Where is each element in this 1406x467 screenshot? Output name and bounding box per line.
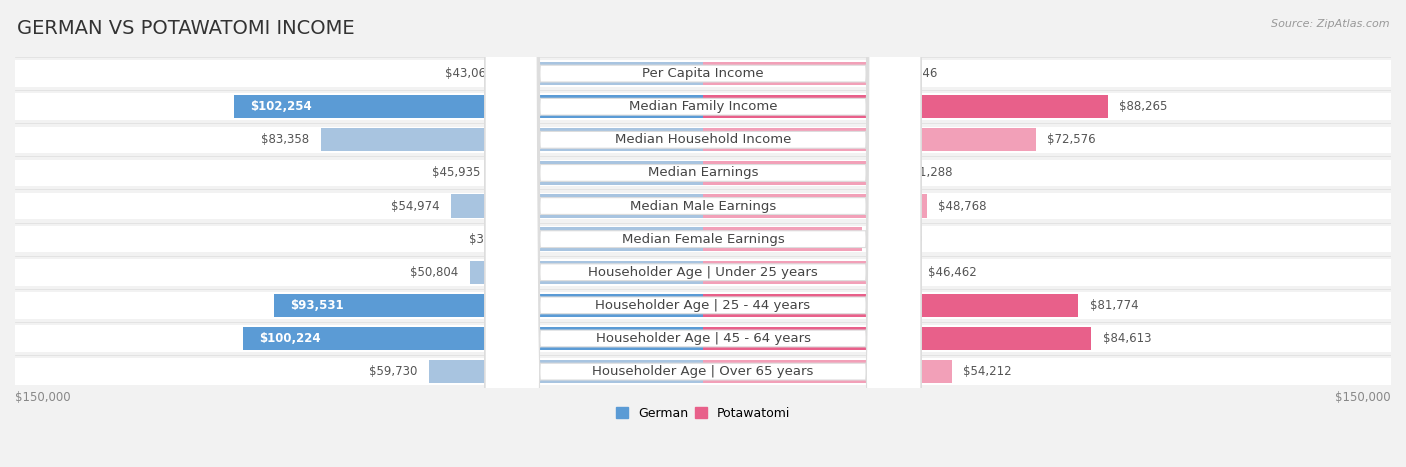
FancyBboxPatch shape [15, 160, 1391, 186]
FancyBboxPatch shape [703, 261, 917, 284]
FancyBboxPatch shape [485, 0, 921, 467]
FancyBboxPatch shape [15, 193, 1391, 219]
Text: Householder Age | Over 65 years: Householder Age | Over 65 years [592, 365, 814, 378]
FancyBboxPatch shape [492, 161, 703, 184]
FancyBboxPatch shape [485, 0, 921, 467]
FancyBboxPatch shape [485, 0, 921, 467]
FancyBboxPatch shape [15, 325, 1391, 352]
FancyBboxPatch shape [274, 294, 703, 317]
Text: $102,254: $102,254 [250, 100, 312, 113]
Text: $50,804: $50,804 [411, 266, 458, 279]
FancyBboxPatch shape [470, 261, 703, 284]
FancyBboxPatch shape [703, 95, 1108, 118]
Text: $43,067: $43,067 [446, 67, 494, 80]
Text: $37,986: $37,986 [468, 233, 517, 246]
Text: $84,613: $84,613 [1102, 332, 1152, 345]
FancyBboxPatch shape [703, 161, 893, 184]
FancyBboxPatch shape [703, 294, 1078, 317]
FancyBboxPatch shape [451, 194, 703, 218]
Text: $81,774: $81,774 [1090, 299, 1139, 312]
FancyBboxPatch shape [429, 360, 703, 383]
Text: $88,265: $88,265 [1119, 100, 1168, 113]
Text: $41,288: $41,288 [904, 166, 952, 179]
FancyBboxPatch shape [485, 0, 921, 467]
Text: $54,212: $54,212 [963, 365, 1012, 378]
FancyBboxPatch shape [703, 194, 927, 218]
FancyBboxPatch shape [243, 327, 703, 350]
Text: $45,935: $45,935 [433, 166, 481, 179]
FancyBboxPatch shape [703, 128, 1036, 151]
Text: $150,000: $150,000 [1336, 391, 1391, 404]
FancyBboxPatch shape [15, 93, 1391, 120]
Text: $48,768: $48,768 [938, 199, 987, 212]
FancyBboxPatch shape [703, 327, 1091, 350]
Legend: German, Potawatomi: German, Potawatomi [610, 402, 796, 425]
FancyBboxPatch shape [485, 0, 921, 467]
FancyBboxPatch shape [506, 62, 703, 85]
Text: $59,730: $59,730 [370, 365, 418, 378]
FancyBboxPatch shape [233, 95, 703, 118]
Text: Householder Age | 45 - 64 years: Householder Age | 45 - 64 years [596, 332, 810, 345]
FancyBboxPatch shape [15, 292, 1391, 318]
FancyBboxPatch shape [15, 259, 1391, 285]
Text: $34,739: $34,739 [873, 233, 922, 246]
Text: Median Household Income: Median Household Income [614, 133, 792, 146]
FancyBboxPatch shape [485, 0, 921, 467]
Text: $72,576: $72,576 [1047, 133, 1095, 146]
Text: $93,531: $93,531 [290, 299, 343, 312]
FancyBboxPatch shape [15, 358, 1391, 385]
FancyBboxPatch shape [703, 360, 952, 383]
Text: $83,358: $83,358 [262, 133, 309, 146]
Text: Median Family Income: Median Family Income [628, 100, 778, 113]
Text: Householder Age | Under 25 years: Householder Age | Under 25 years [588, 266, 818, 279]
Text: Householder Age | 25 - 44 years: Householder Age | 25 - 44 years [595, 299, 811, 312]
FancyBboxPatch shape [485, 0, 921, 467]
FancyBboxPatch shape [485, 0, 921, 467]
FancyBboxPatch shape [15, 60, 1391, 87]
Text: $46,462: $46,462 [928, 266, 976, 279]
FancyBboxPatch shape [321, 128, 703, 151]
Text: Per Capita Income: Per Capita Income [643, 67, 763, 80]
FancyBboxPatch shape [703, 62, 877, 85]
Text: Source: ZipAtlas.com: Source: ZipAtlas.com [1271, 19, 1389, 28]
FancyBboxPatch shape [703, 227, 862, 251]
Text: $150,000: $150,000 [15, 391, 70, 404]
Text: Median Female Earnings: Median Female Earnings [621, 233, 785, 246]
Text: Median Earnings: Median Earnings [648, 166, 758, 179]
Text: $54,974: $54,974 [391, 199, 440, 212]
Text: Median Male Earnings: Median Male Earnings [630, 199, 776, 212]
FancyBboxPatch shape [485, 0, 921, 467]
Text: $100,224: $100,224 [259, 332, 321, 345]
FancyBboxPatch shape [485, 0, 921, 467]
FancyBboxPatch shape [529, 227, 703, 251]
FancyBboxPatch shape [15, 226, 1391, 252]
Text: $38,046: $38,046 [889, 67, 938, 80]
FancyBboxPatch shape [15, 127, 1391, 153]
Text: GERMAN VS POTAWATOMI INCOME: GERMAN VS POTAWATOMI INCOME [17, 19, 354, 38]
